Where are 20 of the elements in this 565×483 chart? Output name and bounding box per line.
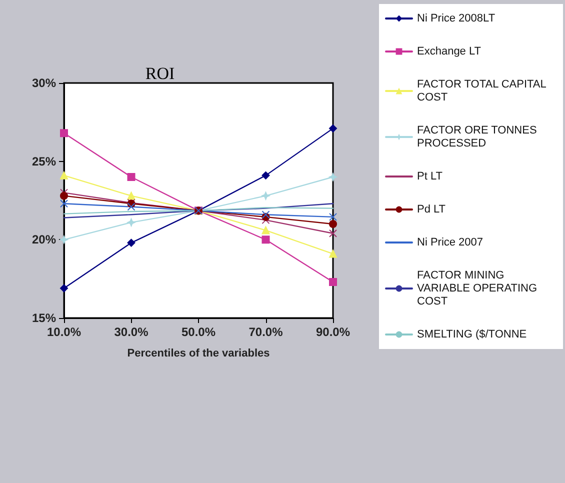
- legend-label: FACTOR MINING VARIABLE OPERATING COST: [417, 270, 540, 308]
- legend-label: Ni Price 2007: [417, 236, 484, 248]
- x-tick-label: 50.0%: [181, 325, 216, 339]
- y-tick-label: 15%: [32, 311, 56, 325]
- legend-label: FACTOR TOTAL CAPITAL COST: [417, 78, 550, 104]
- x-tick-label: 30.0%: [114, 325, 149, 339]
- x-tick-label: 10.0%: [46, 325, 82, 339]
- y-tick-label: 30%: [32, 76, 56, 90]
- legend-label: Ni Price 2008LT: [417, 12, 496, 24]
- legend-label: Pt LT: [417, 170, 443, 182]
- y-tick-label: 20%: [32, 232, 56, 247]
- legend-label: SMELTING ($/TONNE: [417, 328, 527, 340]
- x-tick-label: 70.0%: [248, 325, 284, 339]
- legend-label: Exchange LT: [417, 46, 482, 58]
- x-tick-label: 90.0%: [316, 325, 350, 339]
- y-tick-label: 25%: [32, 154, 56, 168]
- x-axis-title: Percentiles of the variables: [127, 348, 270, 360]
- legend-label: FACTOR ORE TONNES PROCESSED: [417, 124, 540, 150]
- legend-label: Pd LT: [417, 204, 446, 216]
- chart-title: ROI: [145, 64, 175, 83]
